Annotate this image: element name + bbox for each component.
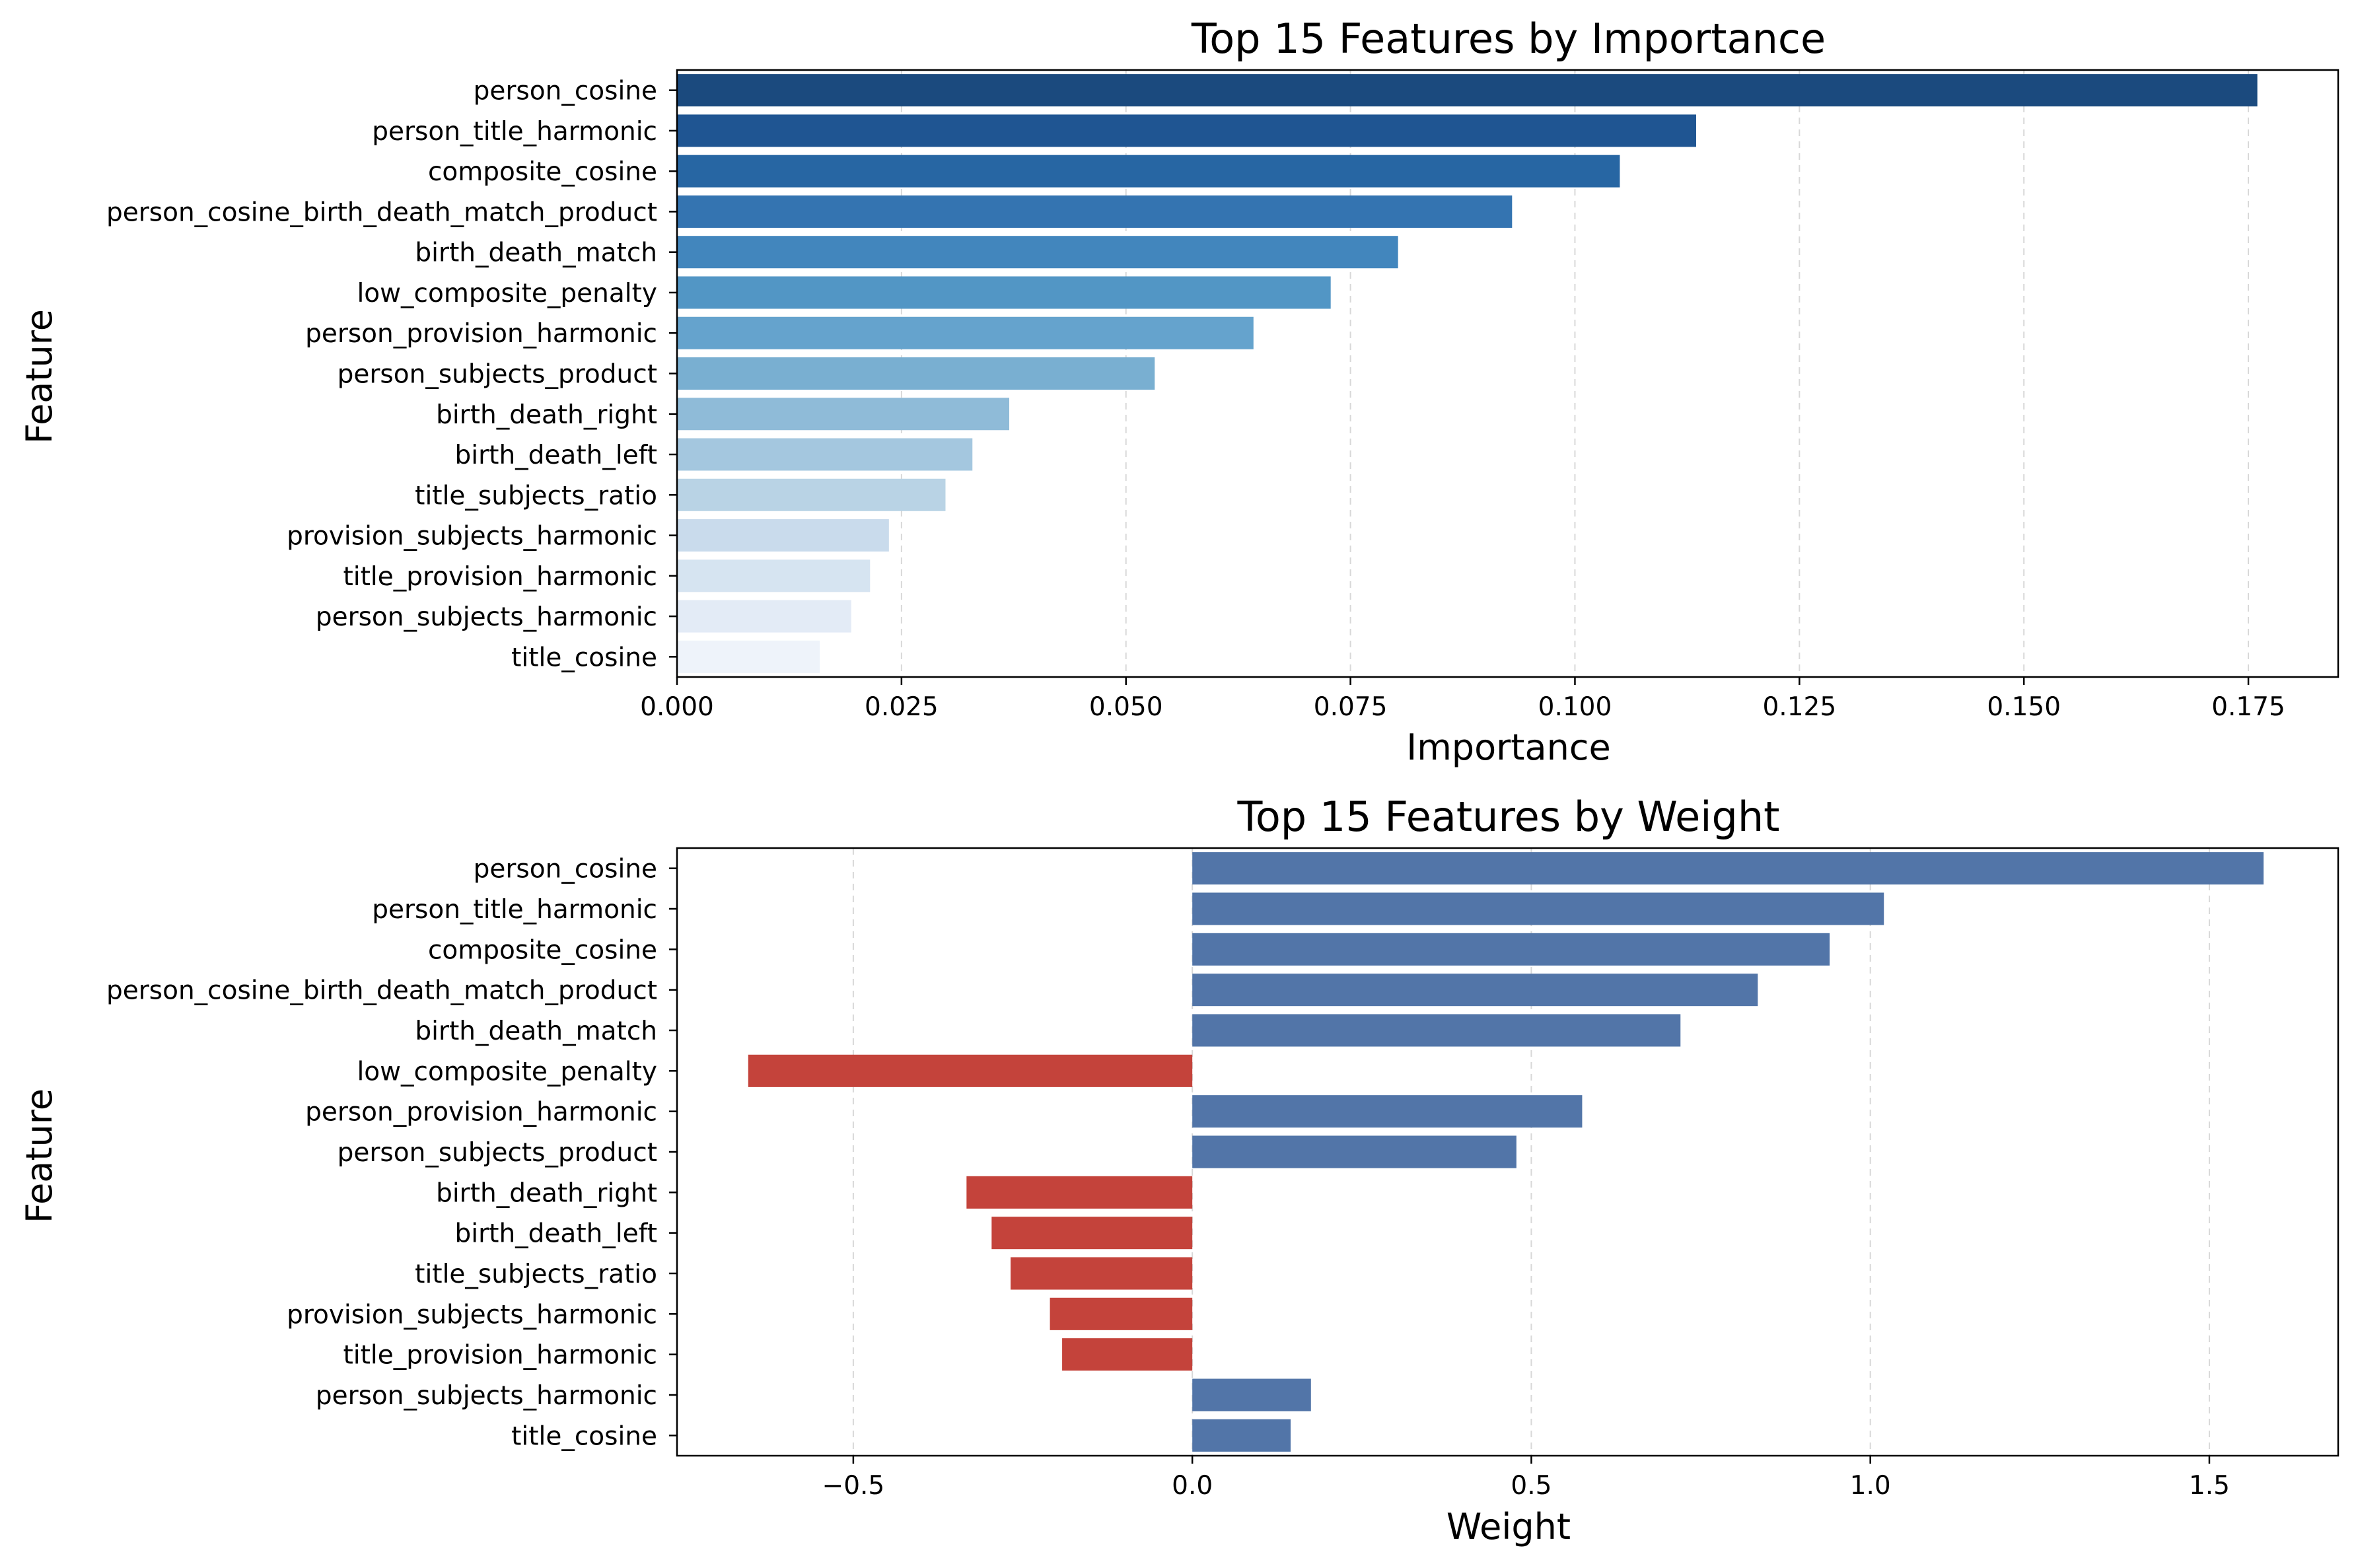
x-ticks: 0.000 0.025 0.050 0.075 0.100 0.125 0.150 0.175 [640,677,2285,722]
category-label: low_composite_penalty [357,1057,657,1087]
bar [1192,1095,1583,1128]
category-label: title_provision_harmonic [343,1341,657,1371]
category-label: birth_death_right [436,1178,657,1208]
bar [677,438,973,471]
plot-frame [676,847,2339,1457]
x-tick-label: 0.000 [640,692,714,722]
bar [1192,892,1884,925]
bar [966,1176,1193,1209]
category-label: person_cosine [474,77,657,106]
x-tick-label: 0.025 [865,692,939,722]
weight-chart: Top 15 Features by Weight person_cosinep… [18,793,2339,1548]
plot-frame [676,69,2339,678]
category-label: person_subjects_product [338,1138,657,1168]
x-tick-label: −0.5 [822,1471,885,1501]
x-tick-label: 1.0 [1850,1471,1891,1501]
x-tick-label: 0.0 [1172,1471,1213,1501]
bar [677,559,871,592]
bar [1062,1338,1193,1371]
bar [677,114,1696,147]
category-label: title_cosine [511,1421,657,1451]
x-tick-label: 0.050 [1089,692,1163,722]
bar [677,357,1155,390]
category-label: person_cosine_birth_death_match_product [106,976,657,1006]
category-label: title_provision_harmonic [343,562,657,592]
category-label: birth_death_right [436,400,657,430]
category-label: birth_death_match [415,238,657,268]
bar [1192,1419,1291,1452]
y-axis-label: Feature [18,1088,60,1223]
bar [677,478,946,511]
category-label: person_title_harmonic [372,117,657,147]
category-label: person_subjects_product [338,360,657,390]
x-tick-label: 0.075 [1314,692,1388,722]
x-tick-label: 0.100 [1538,692,1612,722]
bar [677,195,1513,228]
category-label: person_provision_harmonic [305,1098,657,1127]
bar [1192,933,1830,966]
category-label: provision_subjects_harmonic [287,1300,657,1330]
category-label: birth_death_match [415,1016,657,1046]
bar [677,276,1331,309]
bar [1192,1014,1681,1047]
category-label: person_provision_harmonic [305,319,657,349]
bar [1192,1378,1311,1411]
x-tick-label: 1.5 [2189,1471,2230,1501]
bar [677,74,2258,107]
category-label: person_subjects_harmonic [316,602,657,632]
chart-title: Top 15 Features by Importance [1191,15,1826,63]
bar [677,155,1620,188]
importance-chart: Top 15 Features by Importance person_cos… [18,15,2339,768]
x-ticks: −0.5 0.0 0.5 1.0 1.5 [822,1456,2230,1501]
category-label: title_subjects_ratio [415,481,657,511]
bar [1192,852,2264,885]
x-axis-label: Importance [1406,727,1610,768]
bar [1192,974,1758,1007]
category-label: person_title_harmonic [372,895,657,925]
category-label: low_composite_penalty [357,279,657,308]
bar [991,1217,1193,1250]
x-tick-label: 0.125 [1762,692,1836,722]
category-label: person_cosine [474,855,657,884]
bar [677,519,889,552]
bar [677,600,851,633]
y-axis-label: Feature [18,309,60,444]
category-label: person_subjects_harmonic [316,1381,657,1411]
chart-title: Top 15 Features by Weight [1237,793,1780,841]
bars [748,852,2264,1452]
category-label: provision_subjects_harmonic [287,522,657,552]
x-tick-label: 0.5 [1511,1471,1552,1501]
x-tick-label: 0.150 [1987,692,2061,722]
category-label: composite_cosine [428,935,657,965]
x-tick-label: 0.175 [2211,692,2285,722]
bar [677,640,820,673]
category-labels: person_cosine person_title_harmoniccompos… [106,77,677,672]
category-label: title_cosine [511,643,657,672]
x-axis-label: Weight [1446,1506,1571,1548]
category-label: title_subjects_ratio [415,1260,657,1289]
bar [748,1054,1193,1087]
category-labels: person_cosine person_title_harmoniccompos… [106,855,677,1451]
category-label: person_cosine_birth_death_match_product [106,197,657,227]
category-label: composite_cosine [428,157,657,187]
bars [677,74,2258,673]
bar [1192,1135,1517,1168]
bar [677,236,1398,269]
category-label: birth_death_left [455,441,657,470]
bar [1050,1297,1193,1330]
bar [677,316,1254,349]
bar [1011,1257,1193,1290]
bar [677,398,1009,431]
category-label: birth_death_left [455,1219,657,1249]
